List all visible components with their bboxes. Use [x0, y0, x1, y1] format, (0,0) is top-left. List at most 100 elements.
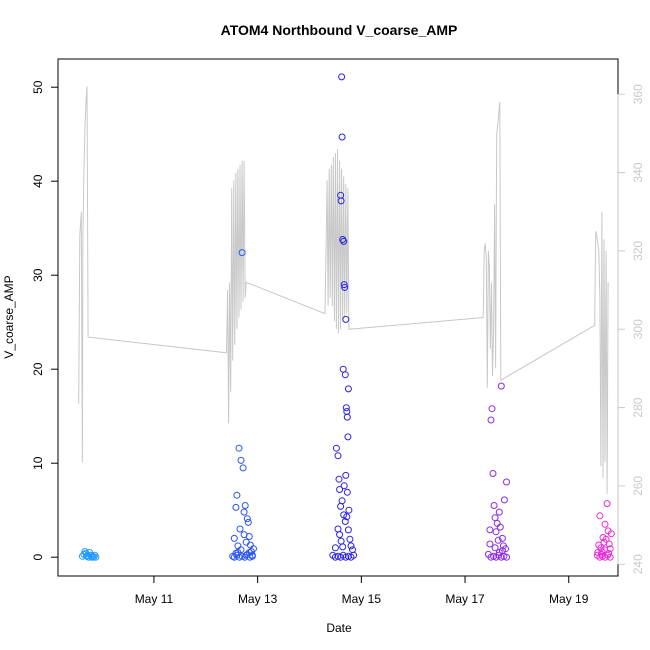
data-point	[337, 537, 345, 545]
scatter-points-layer	[78, 73, 615, 561]
x-tick-label: May 15	[342, 592, 382, 606]
data-point	[492, 528, 500, 536]
secondary-series-line	[78, 86, 609, 494]
data-point	[338, 497, 346, 505]
x-axis: May 11 May 13 May 15 May 17 May 19	[135, 575, 589, 606]
data-point	[491, 544, 499, 552]
data-point	[244, 518, 252, 526]
data-point	[336, 531, 344, 539]
data-point	[337, 197, 345, 205]
y2-tick-label: 340	[631, 162, 645, 182]
data-point	[500, 496, 508, 504]
data-point	[489, 470, 497, 477]
data-point	[503, 553, 510, 561]
data-point	[343, 513, 351, 521]
data-point	[488, 405, 496, 413]
y-tick-label: 30	[31, 268, 45, 282]
data-point	[235, 444, 243, 452]
data-point	[334, 452, 342, 460]
data-point	[230, 534, 238, 542]
series-burst_1	[78, 548, 100, 561]
data-point	[597, 544, 605, 552]
y2-tick-label: 300	[631, 319, 645, 339]
data-point	[341, 283, 349, 291]
data-point	[349, 546, 356, 554]
x-tick-label: May 17	[445, 592, 485, 606]
data-point	[606, 553, 614, 561]
x-tick-label: May 11	[135, 592, 174, 606]
data-point	[339, 543, 347, 551]
data-point	[341, 371, 349, 379]
data-point	[602, 535, 610, 543]
data-point	[241, 502, 249, 509]
data-point	[498, 547, 506, 555]
data-point	[603, 500, 611, 508]
data-point	[340, 237, 348, 245]
series-burst_3	[329, 73, 358, 561]
data-point	[344, 385, 352, 393]
data-point	[345, 506, 353, 514]
data-point	[250, 545, 257, 553]
data-point	[596, 512, 604, 520]
data-point	[243, 515, 251, 523]
data-point	[346, 535, 354, 543]
data-point	[601, 546, 608, 554]
y2-tick-label: 280	[631, 397, 645, 417]
y-axis-label: V_coarse_AMP	[2, 275, 16, 358]
y-tick-label: 10	[31, 456, 45, 470]
data-point	[340, 281, 348, 289]
data-point	[605, 549, 613, 557]
data-point	[498, 534, 506, 542]
data-point	[242, 551, 250, 559]
data-point	[232, 549, 240, 557]
data-point	[240, 508, 248, 516]
data-point	[338, 133, 346, 141]
x-tick-label: May 13	[238, 592, 278, 606]
data-point	[342, 404, 350, 412]
y2-tick-label: 240	[631, 554, 645, 574]
data-point	[491, 514, 499, 522]
data-point	[343, 408, 351, 415]
data-point	[237, 456, 245, 464]
data-point	[332, 444, 340, 452]
data-point	[486, 526, 494, 534]
data-point	[343, 488, 351, 496]
data-point	[607, 530, 615, 538]
data-point	[503, 478, 510, 486]
data-point	[85, 553, 93, 561]
y-tick-label: 50	[31, 80, 45, 94]
data-point	[234, 542, 242, 550]
y-tick-label: 0	[31, 554, 45, 561]
data-point	[237, 546, 245, 554]
data-point	[486, 540, 494, 548]
series-burst_4	[484, 382, 510, 561]
data-point	[490, 502, 498, 509]
data-point	[350, 551, 358, 559]
y-axis: 0 10 20 30 40 50	[31, 80, 59, 561]
data-point	[494, 536, 502, 544]
data-point	[331, 544, 339, 552]
data-point	[495, 508, 503, 516]
y-tick-label: 40	[31, 174, 45, 188]
y2-tick-label: 320	[631, 241, 645, 261]
data-point	[92, 553, 100, 561]
x-tick-label: May 19	[549, 592, 589, 606]
series-burst_2	[229, 249, 257, 561]
data-point	[343, 413, 351, 421]
y2-tick-label: 260	[631, 476, 645, 496]
series-burst_5	[593, 500, 615, 561]
data-point	[344, 433, 352, 441]
data-point	[594, 549, 602, 556]
data-point	[337, 502, 345, 510]
data-point	[338, 73, 346, 81]
x-axis-label: Date	[326, 621, 352, 635]
secondary-y-axis: 240 260 280 300 320 340 360	[617, 84, 645, 574]
data-point	[232, 503, 240, 511]
data-point	[337, 191, 345, 199]
data-point	[605, 540, 613, 548]
data-point	[336, 486, 344, 493]
data-point	[344, 526, 352, 534]
y2-tick-label: 360	[631, 84, 645, 104]
y-tick-label: 20	[31, 362, 45, 376]
